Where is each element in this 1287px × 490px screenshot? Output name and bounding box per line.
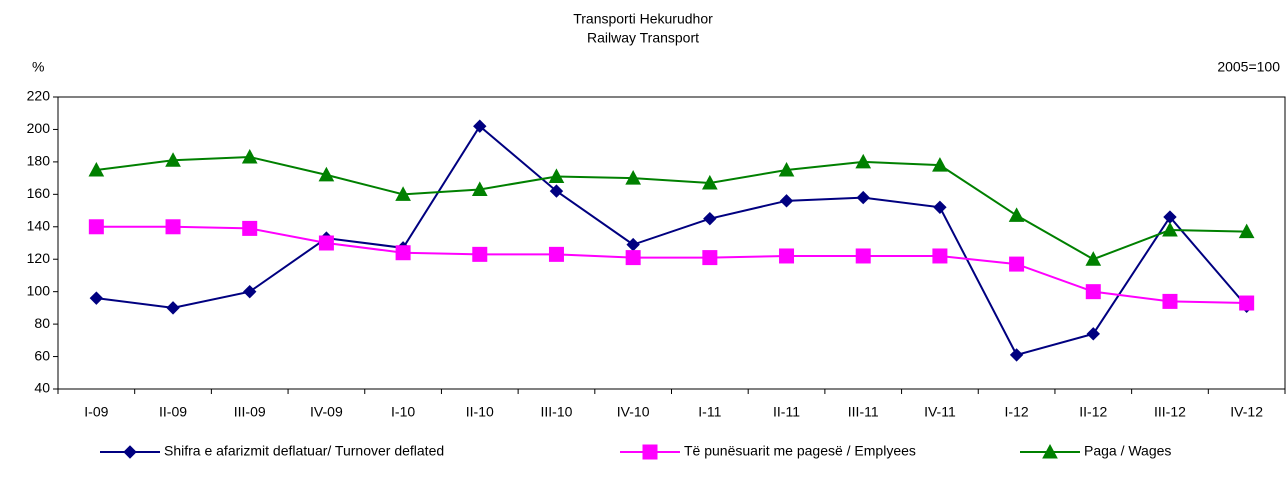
x-tick-label: II-12 bbox=[1079, 404, 1107, 420]
data-point bbox=[88, 161, 105, 177]
data-point bbox=[318, 166, 335, 182]
data-point bbox=[855, 248, 871, 264]
data-point bbox=[1162, 221, 1178, 237]
data-point bbox=[1009, 256, 1025, 272]
x-tick-label: II-11 bbox=[773, 404, 800, 420]
x-tick-label: I-09 bbox=[84, 404, 108, 420]
plot-area bbox=[57, 96, 1286, 390]
data-point bbox=[1086, 327, 1100, 341]
data-point bbox=[932, 157, 948, 172]
y-axis-label: % bbox=[32, 59, 44, 75]
y-tick-label: 160 bbox=[27, 185, 51, 201]
annotation: 2005=100 bbox=[1217, 59, 1280, 75]
x-tick-label: III-12 bbox=[1154, 404, 1186, 420]
legend-label: Shifra e afarizmit deflatuar/ Turnover d… bbox=[164, 443, 444, 459]
x-tick-label: I-10 bbox=[391, 404, 415, 420]
y-tick-label: 180 bbox=[27, 153, 51, 169]
data-point bbox=[472, 246, 488, 262]
data-point bbox=[548, 168, 565, 183]
x-tick-label: III-09 bbox=[234, 404, 266, 420]
x-tick-label: III-11 bbox=[848, 404, 879, 420]
y-tick-label: 40 bbox=[34, 380, 50, 396]
data-point bbox=[89, 291, 104, 305]
data-point bbox=[625, 250, 641, 266]
data-point bbox=[625, 170, 641, 185]
chart-subtitle: Railway Transport bbox=[587, 30, 699, 46]
data-point bbox=[1085, 284, 1101, 300]
data-point bbox=[779, 194, 794, 208]
y-tick-label: 120 bbox=[27, 250, 51, 266]
y-tick-label: 220 bbox=[27, 88, 51, 104]
series-line bbox=[96, 225, 1247, 305]
data-point bbox=[318, 235, 334, 251]
data-point bbox=[471, 181, 488, 196]
series-line bbox=[96, 156, 1247, 261]
data-point bbox=[702, 174, 718, 190]
data-point bbox=[548, 246, 564, 262]
y-tick-label: 140 bbox=[27, 217, 51, 233]
data-point bbox=[395, 186, 411, 201]
data-point bbox=[778, 161, 795, 177]
series-line bbox=[96, 124, 1248, 357]
x-tick-label: I-11 bbox=[698, 404, 721, 420]
data-point bbox=[702, 250, 718, 266]
y-tick-label: 200 bbox=[27, 120, 51, 136]
data-point bbox=[166, 301, 180, 315]
legend-label: Paga / Wages bbox=[1084, 443, 1171, 459]
data-point bbox=[473, 119, 487, 133]
y-tick-label: 60 bbox=[34, 347, 50, 363]
data-point bbox=[165, 152, 181, 167]
data-point bbox=[395, 245, 411, 261]
x-tick-label: I-12 bbox=[1005, 404, 1029, 420]
data-point bbox=[1239, 295, 1255, 311]
data-point bbox=[1162, 293, 1178, 309]
data-point bbox=[165, 219, 181, 235]
data-point bbox=[779, 248, 795, 264]
legend-marker bbox=[123, 445, 137, 459]
legend-marker bbox=[642, 444, 658, 460]
x-tick-label: IV-10 bbox=[617, 404, 650, 420]
data-point bbox=[241, 148, 258, 164]
data-point bbox=[855, 153, 872, 169]
data-point bbox=[1238, 223, 1255, 239]
y-tick-label: 80 bbox=[34, 315, 50, 331]
legend-label: Të punësuarit me pagesë / Emplyees bbox=[684, 443, 916, 459]
data-point bbox=[88, 219, 104, 235]
legend-marker bbox=[1042, 443, 1058, 459]
data-point bbox=[1008, 207, 1025, 222]
data-point bbox=[703, 211, 717, 226]
data-point bbox=[549, 184, 564, 198]
data-point bbox=[933, 200, 947, 215]
x-tick-label: IV-09 bbox=[310, 404, 343, 420]
data-point bbox=[1009, 348, 1024, 362]
data-point bbox=[1085, 251, 1102, 266]
x-tick-label: IV-11 bbox=[924, 404, 956, 420]
y-tick-label: 100 bbox=[27, 282, 51, 298]
chart-title: Transporti Hekurudhor bbox=[573, 11, 713, 27]
x-tick-label: III-10 bbox=[541, 404, 573, 420]
data-point bbox=[932, 248, 948, 264]
x-tick-label: II-10 bbox=[466, 404, 494, 420]
data-point bbox=[626, 237, 640, 252]
x-tick-label: II-09 bbox=[159, 404, 187, 420]
data-point bbox=[243, 284, 257, 299]
data-point bbox=[856, 190, 870, 205]
x-tick-label: IV-12 bbox=[1230, 404, 1263, 420]
data-point bbox=[242, 220, 258, 236]
